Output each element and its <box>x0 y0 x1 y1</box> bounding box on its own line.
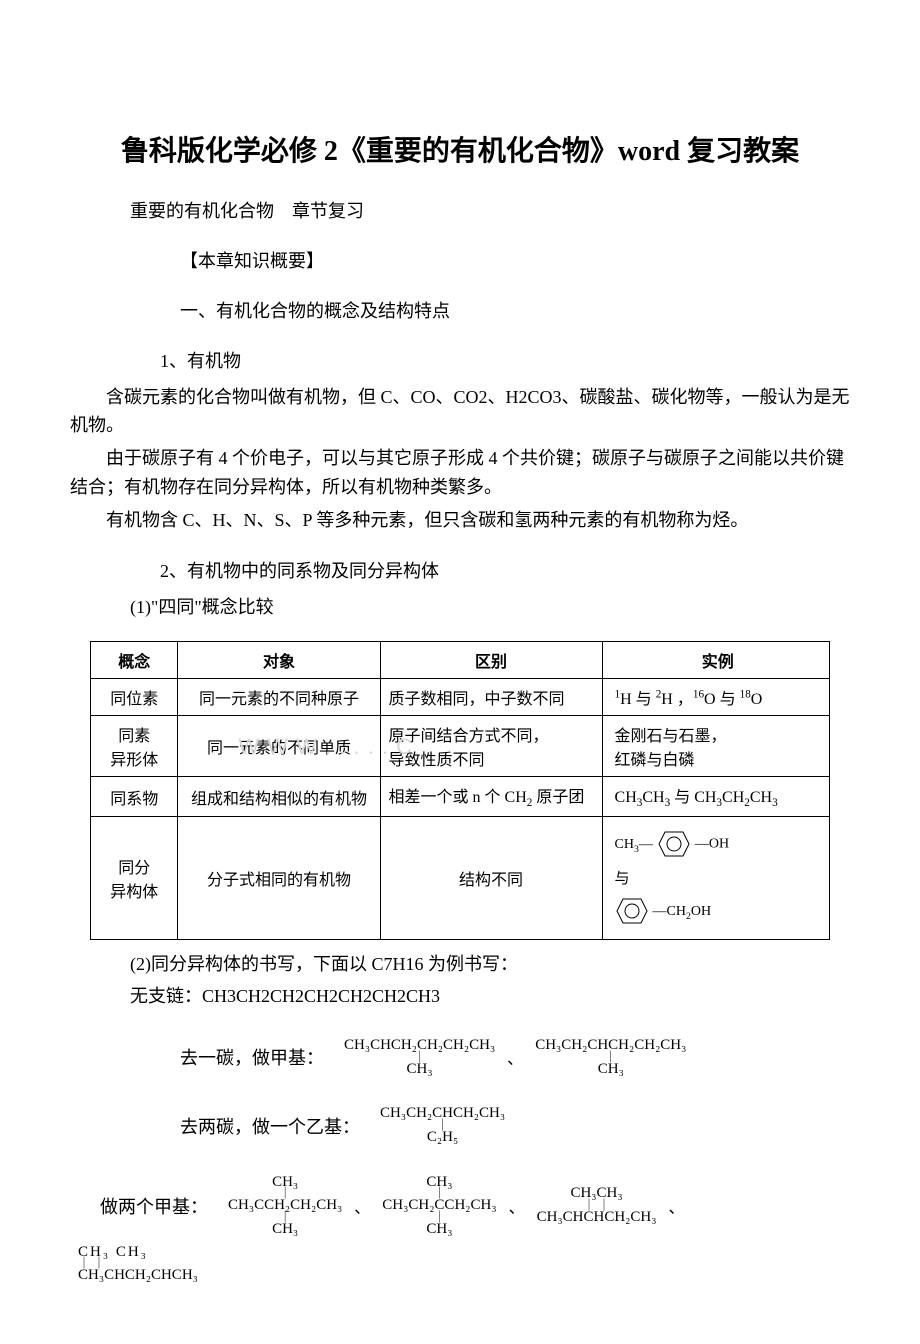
subheading-2a: (1)"四同"概念比较 <box>60 593 860 622</box>
cell: 同系物 <box>91 777 178 816</box>
and-text: 与 <box>615 867 630 888</box>
branch-2-label: 去两碳，做一个乙基： <box>180 1113 372 1139</box>
struct: CH₃ ｜ CH₃CH₂CCH₂CH₃ ｜ CH₃ <box>382 1174 496 1238</box>
paragraph-2: 由于碳原子有 4 个价电子，可以与其它原子形成 4 个共价键；碳原子与碳原子之间… <box>60 444 860 502</box>
branch-2: 去两碳，做一个乙基： CH₃CH₂CHCH₂CH₃ ｜ C₂H₅ <box>180 1105 860 1145</box>
table-header-row: 概念 对象 区别 实例 <box>91 642 830 679</box>
table-row: 同素异形体 同一元素的不同单质 W W W . . . . . C 原子间结合方… <box>91 716 830 777</box>
branch-1-label: 去一碳，做甲基： <box>180 1044 336 1070</box>
th-concept: 概念 <box>91 642 178 679</box>
separator: 、 <box>664 1194 688 1218</box>
cell: 质子数相同，中子数不同 <box>380 679 602 716</box>
cell: 相差一个或 n 个 CH2 原子团 <box>380 777 602 816</box>
struct: CH₃CH₂CHCH₂CH₃ ｜ C₂H₅ <box>380 1105 505 1145</box>
cell: 分子式相同的有机物 <box>178 816 380 939</box>
paragraph-3: 有机物含 C、H、N、S、P 等多种元素，但只含碳和氢两种元素的有机物称为烃。 <box>60 506 860 535</box>
heading-1: 一、有机化合物的概念及结构特点 <box>60 294 860 328</box>
table-row: 同位素 同一元素的不同种原子 质子数相同，中子数不同 1H 与 2H ，16O … <box>91 679 830 716</box>
benzene-icon <box>657 829 691 859</box>
cell: 原子间结合方式不同，导致性质不同 <box>380 716 602 777</box>
table-row: 同分异构体 分子式相同的有机物 结构不同 CH3― ―OH 与 <box>91 816 830 939</box>
struct: CH₃CH₂CHCH₂CH₂CH₃ ｜ CH₃ <box>535 1037 686 1077</box>
separator: 、 <box>350 1194 374 1218</box>
subheading-2: 2、有机物中的同系物及同分异构体 <box>60 554 860 588</box>
struct: CH₃CH₃ ｜ ｜ CH₃CHCHCH₂CH₃ <box>537 1185 657 1225</box>
structure-1: CH3― ―OH <box>615 829 730 859</box>
comparison-table: 概念 对象 区别 实例 同位素 同一元素的不同种原子 质子数相同，中子数不同 1… <box>90 641 830 939</box>
struct: CH₃ ｜ CH₃CCH₂CH₂CH₃ ｜ CH₃ <box>228 1174 342 1238</box>
struct: CH₃CHCH₂CH₂CH₂CH₃ ｜ CH₃ <box>344 1037 495 1077</box>
structure-2: ―CH2OH <box>615 896 712 926</box>
line-nochain: 无支链：CH3CH2CH2CH2CH2CH2CH3 <box>60 982 860 1011</box>
cell: 同位素 <box>91 679 178 716</box>
cell: 1H 与 2H ，16O 与 18O <box>602 679 829 716</box>
branch-3-label: 做两个甲基： <box>100 1193 220 1219</box>
section-label: 【本章知识概要】 <box>60 244 860 278</box>
page-title: 鲁科版化学必修 2《重要的有机化合物》word 复习教案 <box>60 129 860 169</box>
cell: 组成和结构相似的有机物 <box>178 777 380 816</box>
separator: 、 <box>505 1194 529 1218</box>
subtitle: 重要的有机化合物 章节复习 <box>60 194 860 228</box>
benzene-icon <box>615 896 649 926</box>
cell: 同素异形体 <box>91 716 178 777</box>
th-object: 对象 <box>178 642 380 679</box>
subheading-1: 1、有机物 <box>60 344 860 378</box>
th-diff: 区别 <box>380 642 602 679</box>
branch-3: 做两个甲基： CH₃ ｜ CH₃CCH₂CH₂CH₃ ｜ CH₃ 、 CH₃ ｜… <box>100 1174 860 1238</box>
separator: 、 <box>503 1045 527 1069</box>
cell: 同一元素的不同单质 W W W . . . . . C <box>178 716 380 777</box>
cell: CH3CH3 与 CH3CH2CH3 <box>602 777 829 816</box>
cell-structures: CH3― ―OH 与 <box>602 816 829 939</box>
line-isomer-write: (2)同分异构体的书写，下面以 C7H16 为例书写： <box>60 950 860 979</box>
cell: 同一元素的不同种原子 <box>178 679 380 716</box>
table-row: 同系物 组成和结构相似的有机物 相差一个或 n 个 CH2 原子团 CH3CH3… <box>91 777 830 816</box>
cell: 结构不同 <box>380 816 602 939</box>
cell: 同分异构体 <box>91 816 178 939</box>
paragraph-1: 含碳元素的化合物叫做有机物，但 C、CO、CO2、H2CO3、碳酸盐、碳化物等，… <box>60 383 860 441</box>
th-example: 实例 <box>602 642 829 679</box>
branch-3-tail: CH₃ CH₃ ｜ ｜ CH₃CHCH₂CHCH₃ <box>70 1244 860 1284</box>
branch-1: 去一碳，做甲基： CH₃CHCH₂CH₂CH₂CH₃ ｜ CH₃ 、 CH₃CH… <box>180 1037 860 1077</box>
cell: 金刚石与石墨，红磷与白磷 <box>602 716 829 777</box>
